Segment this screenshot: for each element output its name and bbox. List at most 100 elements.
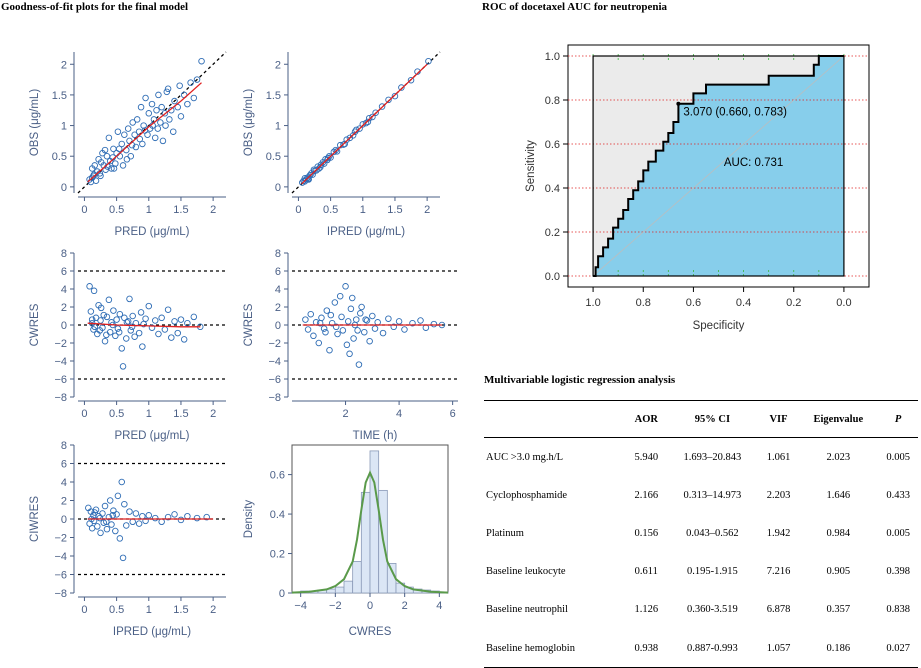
data-point — [103, 313, 111, 321]
data-point — [330, 148, 338, 156]
data-point — [103, 525, 111, 533]
data-point — [177, 516, 185, 524]
x-tick-label: 0 — [81, 204, 87, 216]
data-point — [110, 507, 117, 514]
data-point — [90, 172, 97, 180]
x-tick-label: 0.5 — [109, 604, 124, 616]
data-point — [327, 311, 335, 319]
table-row: Cyclophosphamide 2.166 0.313–14.973 2.20… — [484, 476, 918, 514]
cell-variable: Baseline hemoglobin — [484, 628, 627, 668]
data-point — [190, 94, 198, 102]
cell-p: 0.005 — [878, 437, 918, 477]
data-point — [129, 312, 136, 320]
data-point — [127, 327, 135, 334]
data-point — [126, 295, 133, 303]
data-point — [148, 100, 156, 108]
data-point — [326, 152, 333, 160]
data-point — [353, 316, 360, 323]
data-point — [332, 323, 340, 331]
data-point — [124, 125, 132, 132]
y-tick-label: 8 — [275, 248, 281, 260]
data-point — [349, 132, 357, 139]
y-tick-label: 0 — [61, 514, 67, 526]
data-point — [203, 513, 210, 521]
table-row: Baseline leukocyte 0.611 0.195-1.915 7.2… — [484, 553, 918, 591]
x-tick-label: 6 — [450, 408, 456, 420]
data-point — [320, 325, 328, 332]
y-axis-label: CWRES — [29, 303, 41, 346]
data-point — [121, 131, 128, 139]
data-point — [326, 346, 333, 354]
y-tick-label: 6 — [275, 266, 281, 278]
data-point — [108, 165, 115, 172]
data-point — [129, 119, 136, 126]
data-point — [177, 316, 185, 323]
data-point — [103, 331, 110, 339]
data-point — [193, 514, 201, 522]
data-point — [341, 140, 349, 148]
data-point — [115, 145, 123, 153]
data-point — [184, 512, 191, 520]
data-point — [166, 116, 173, 123]
data-point — [123, 335, 130, 342]
data-point — [116, 535, 124, 542]
cell-p: 0.398 — [886, 566, 910, 578]
y-tick-label: −4 — [54, 551, 67, 563]
data-point — [164, 85, 172, 93]
data-point — [304, 326, 312, 333]
data-point — [361, 328, 368, 336]
data-point — [94, 523, 101, 530]
cell-aor: 0.611 — [634, 566, 658, 578]
y-tick-label: −8 — [268, 392, 281, 404]
chance-diagonal — [592, 55, 845, 277]
data-point — [417, 317, 424, 324]
histogram-bar — [343, 580, 354, 594]
y-tick-label: 8 — [61, 440, 67, 452]
cell-ci: 1.693–20.843 — [666, 437, 759, 477]
y-tick-label: 8 — [61, 248, 67, 260]
data-point — [198, 57, 205, 65]
x-tick-label: 0.8 — [636, 297, 651, 309]
trend-line — [87, 82, 202, 183]
y-tick-label: 4 — [61, 284, 67, 296]
x-tick-label: 2 — [210, 604, 216, 616]
x-tick-label: 0.5 — [109, 204, 124, 216]
roc-heading: ROC of docetaxel AUC for neutropenia — [482, 1, 668, 13]
y-axis-label: CWRES — [243, 303, 255, 346]
data-point — [315, 339, 323, 347]
data-point — [145, 512, 153, 519]
y-tick-label: 4 — [61, 477, 67, 489]
data-point — [113, 316, 120, 323]
y-axis-label: CIWRES — [29, 496, 41, 542]
x-tick-label: 2 — [342, 408, 348, 420]
data-point — [422, 324, 430, 331]
cell-aor: 0.156 — [634, 527, 659, 539]
header-aor: AOR — [634, 413, 658, 425]
x-tick-label: 1 — [146, 204, 152, 216]
cell-vif: 1.942 — [766, 527, 791, 539]
y-tick-label: 0.6 — [545, 139, 560, 151]
x-tick-label: 1 — [146, 408, 152, 420]
y-tick-label: 4 — [275, 284, 281, 296]
data-point — [137, 309, 145, 316]
cell-p: 0.027 — [878, 628, 918, 668]
data-point — [86, 283, 93, 290]
y-tick-label: 2 — [61, 496, 67, 508]
x-tick-label: 0 — [81, 604, 87, 616]
y-tick-label: −2 — [268, 338, 281, 350]
data-point — [131, 333, 138, 340]
data-point — [162, 122, 169, 129]
table-header-row: AOR 95% CI VIF Eigenvalue P — [484, 400, 918, 438]
x-tick-label: 1.0 — [585, 297, 600, 309]
data-point — [151, 317, 159, 324]
cell-ci: 0.313–14.973 — [683, 489, 742, 501]
data-point — [118, 478, 126, 486]
auc-label: AUC: 0.731 — [724, 157, 783, 169]
cell-variable: AUC >3.0 mg.h/L — [484, 437, 627, 477]
cell-eigenvalue: 0.984 — [826, 527, 851, 539]
histogram-bar — [369, 450, 380, 594]
data-point — [133, 116, 141, 123]
data-point — [385, 96, 392, 104]
data-point — [101, 146, 109, 154]
x-axis-label: TIME (h) — [353, 430, 398, 442]
